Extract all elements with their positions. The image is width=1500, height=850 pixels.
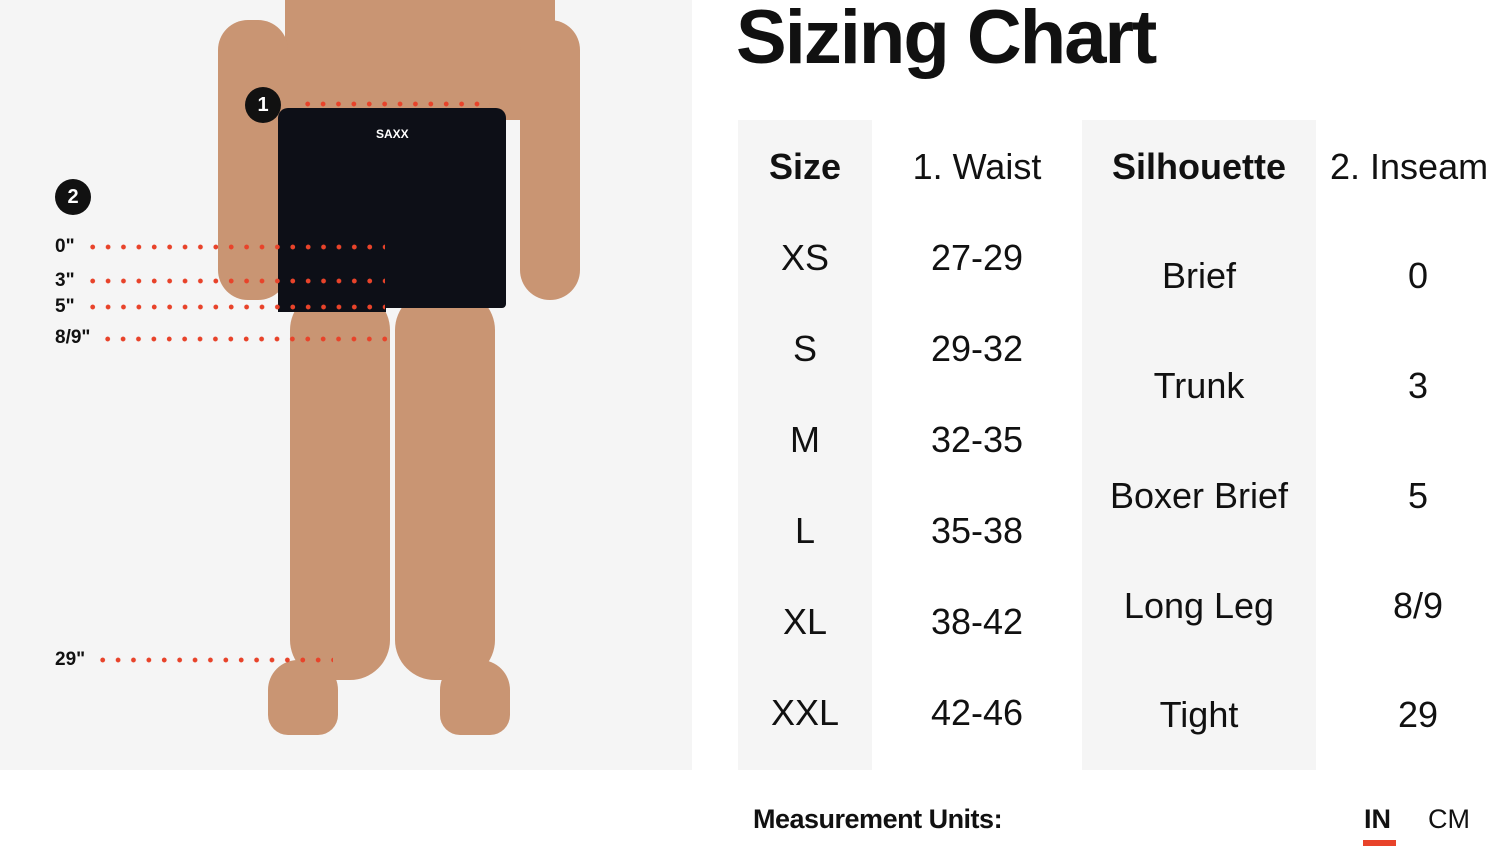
waist-line <box>300 101 490 107</box>
left-foot <box>268 660 338 735</box>
inseam-label: 8/9" <box>55 327 91 348</box>
waist-cell: 38-42 <box>930 601 1024 642</box>
silhouette-cell: Brief <box>1161 255 1237 296</box>
inseam-line <box>85 278 385 284</box>
inseam-cell: 29 <box>1397 694 1439 735</box>
header-waist: 1. Waist <box>912 146 1042 187</box>
header-silhouette: Silhouette <box>1111 146 1286 187</box>
unit-option-in[interactable]: IN <box>1364 804 1391 834</box>
inseam-line <box>85 244 385 250</box>
model-photo: SAXX 1 2 0" 3" 5" 8/9" 29" <box>0 0 692 770</box>
size-cell: XS <box>780 237 830 278</box>
selected-unit-indicator <box>1363 840 1396 846</box>
silhouette-cell: Long Leg <box>1123 585 1275 626</box>
marker-inseam: 2 <box>55 179 91 215</box>
header-size: Size <box>768 146 842 187</box>
silhouette-column: Silhouette Brief Trunk Boxer Brief Long … <box>1082 120 1316 770</box>
inseam-label: 5" <box>55 296 75 317</box>
inseam-column: 2. Inseam 0 3 5 8/9 29 <box>1316 120 1500 770</box>
left-leg <box>290 290 390 680</box>
boxer-brief <box>278 108 506 308</box>
inseam-label: 29" <box>55 649 86 670</box>
unit-option-cm[interactable]: CM <box>1428 804 1470 834</box>
size-cell: S <box>792 328 817 369</box>
inseam-line <box>100 336 388 342</box>
size-cell: XXL <box>770 692 840 733</box>
torso <box>285 0 555 120</box>
inseam-cell: 0 <box>1407 255 1429 296</box>
right-leg <box>395 290 495 680</box>
right-arm <box>520 20 580 300</box>
inseam-label: 3" <box>55 270 75 291</box>
waist-cell: 29-32 <box>930 328 1024 369</box>
silhouette-cell: Trunk <box>1153 365 1245 406</box>
waist-cell: 42-46 <box>930 692 1024 733</box>
header-inseam: 2. Inseam <box>1330 146 1489 187</box>
silhouette-cell: Boxer Brief <box>1109 475 1289 516</box>
size-column: Size XS S M L XL XXL <box>738 120 872 770</box>
units-label: Measurement Units: <box>753 804 1003 834</box>
inseam-cell: 8/9 <box>1392 585 1444 626</box>
page-title: Sizing Chart <box>736 0 1157 80</box>
right-foot <box>440 660 510 735</box>
inseam-cell: 3 <box>1407 365 1429 406</box>
size-cell: XL <box>782 601 828 642</box>
waist-cell: 32-35 <box>930 419 1024 460</box>
inseam-line <box>85 304 385 310</box>
silhouette-cell: Tight <box>1159 694 1239 735</box>
waist-cell: 27-29 <box>930 237 1024 278</box>
brand-logo: SAXX <box>376 127 409 141</box>
marker-waist: 1 <box>245 87 281 123</box>
waist-cell: 35-38 <box>930 510 1024 551</box>
waist-column: 1. Waist 27-29 29-32 32-35 35-38 38-42 4… <box>872 120 1082 770</box>
size-cell: L <box>794 510 816 551</box>
inseam-cell: 5 <box>1407 475 1429 516</box>
left-arm <box>218 20 288 300</box>
size-cell: M <box>790 419 820 460</box>
inseam-line <box>95 657 333 663</box>
inseam-label: 0" <box>55 236 75 257</box>
